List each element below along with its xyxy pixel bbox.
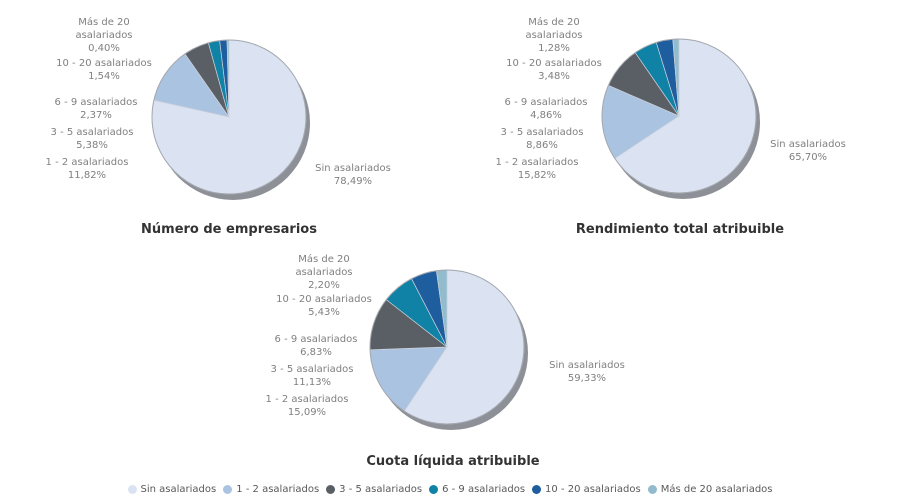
callout-mas-de-20-asalariados: Más de 20 asalariados 0,40% xyxy=(54,16,154,55)
callout-category-label: 10 - 20 asalariados xyxy=(506,58,602,69)
callout-percentage: 1,54% xyxy=(88,71,120,82)
pie-cuota-liquida-atribuible xyxy=(357,257,547,451)
callout-category-label: 1 - 2 asalariados xyxy=(45,157,129,168)
legend-label: 1 - 2 asalariados xyxy=(236,483,320,495)
callout-percentage: 65,70% xyxy=(788,152,828,163)
legend-item-sin-asalariados[interactable]: Sin asalariados xyxy=(127,483,217,495)
callout-category-label: 6 - 9 asalariados xyxy=(504,97,588,108)
callout-1-2-asalariados: 1 - 2 asalariados 11,82% xyxy=(37,156,137,182)
chart-rendimiento-total-atribuible: Rendimiento total atribuible Más de 20 a… xyxy=(450,0,900,250)
callout-6-9-asalariados: 6 - 9 asalariados 2,37% xyxy=(46,96,146,122)
callout-percentage: 2,37% xyxy=(80,110,112,121)
callout-category-label: Sin asalariados xyxy=(549,360,625,371)
callout-category-label: 3 - 5 asalariados xyxy=(500,127,584,138)
callout-category-label: 1 - 2 asalariados xyxy=(495,157,579,168)
callout-percentage: 2,20% xyxy=(308,280,340,291)
pie-rendimiento-total-atribuible xyxy=(589,26,779,220)
callout-sin-asalariados: Sin asalariados 65,70% xyxy=(743,138,873,164)
callout-percentage: 11,82% xyxy=(67,170,107,181)
pie-numero-de-empresarios xyxy=(139,27,329,221)
chart-title-numero-de-empresarios: Número de empresarios xyxy=(141,222,317,237)
callout-category-label: 3 - 5 asalariados xyxy=(270,364,354,375)
callout-percentage: 4,86% xyxy=(530,110,562,121)
legend-swatch-icon xyxy=(647,484,657,494)
callout-10-20-asalariados: 10 - 20 asalariados 3,48% xyxy=(504,57,604,83)
legend: Sin asalariados 1 - 2 asalariados 3 - 5 as… xyxy=(0,479,900,499)
callout-percentage: 5,38% xyxy=(76,140,108,151)
legend-swatch-icon xyxy=(223,484,233,494)
callout-3-5-asalariados: 3 - 5 asalariados 5,38% xyxy=(42,126,142,152)
callout-1-2-asalariados: 1 - 2 asalariados 15,82% xyxy=(487,156,587,182)
callout-category-label: 6 - 9 asalariados xyxy=(54,97,138,108)
callout-percentage: 15,82% xyxy=(517,170,557,181)
legend-label: Sin asalariados xyxy=(140,483,217,495)
callout-mas-de-20-asalariados: Más de 20 asalariados 1,28% xyxy=(504,16,604,55)
chart-cuota-liquida-atribuible: Cuota líquida atribuible Más de 20 asala… xyxy=(225,250,675,480)
chart-title-cuota-liquida-atribuible: Cuota líquida atribuible xyxy=(366,454,540,469)
callout-percentage: 15,09% xyxy=(287,407,327,418)
callout-percentage: 0,40% xyxy=(88,43,120,54)
callout-category-label: 10 - 20 asalariados xyxy=(276,294,372,305)
callout-percentage: 11,13% xyxy=(292,377,332,388)
legend-item-1-2-asalariados[interactable]: 1 - 2 asalariados xyxy=(223,484,319,495)
callout-percentage: 1,28% xyxy=(538,43,570,54)
callout-6-9-asalariados: 6 - 9 asalariados 4,86% xyxy=(496,96,596,122)
chart-numero-de-empresarios: Número de empresarios Más de 20 asalaria… xyxy=(0,0,450,250)
callout-percentage: 8,86% xyxy=(526,140,558,151)
callout-10-20-asalariados: 10 - 20 asalariados 5,43% xyxy=(274,293,374,319)
callout-category-label: 3 - 5 asalariados xyxy=(50,127,134,138)
callout-category-label: Más de 20 asalariados xyxy=(295,254,353,278)
callout-3-5-asalariados: 3 - 5 asalariados 11,13% xyxy=(262,363,362,389)
callout-category-label: Más de 20 asalariados xyxy=(525,17,583,41)
callout-category-label: Más de 20 asalariados xyxy=(75,17,133,41)
legend-swatch-icon xyxy=(127,484,137,494)
callout-3-5-asalariados: 3 - 5 asalariados 8,86% xyxy=(492,126,592,152)
callout-percentage: 59,33% xyxy=(567,373,607,384)
callout-percentage: 6,83% xyxy=(300,347,332,358)
callout-category-label: 6 - 9 asalariados xyxy=(274,334,358,345)
legend-item-10-20-asalariados[interactable]: 10 - 20 asalariados xyxy=(532,484,641,495)
legend-swatch-icon xyxy=(532,484,542,494)
pie-rim xyxy=(151,39,307,195)
callout-category-label: Sin asalariados xyxy=(315,163,391,174)
legend-item-3-5-asalariados[interactable]: 3 - 5 asalariados xyxy=(326,484,422,495)
callout-percentage: 5,43% xyxy=(308,307,340,318)
legend-swatch-icon xyxy=(326,484,336,494)
legend-label: 10 - 20 asalariados xyxy=(545,483,641,495)
callout-category-label: 10 - 20 asalariados xyxy=(56,58,152,69)
callout-sin-asalariados: Sin asalariados 78,49% xyxy=(288,162,418,188)
callout-mas-de-20-asalariados: Más de 20 asalariados 2,20% xyxy=(274,253,374,292)
callout-sin-asalariados: Sin asalariados 59,33% xyxy=(522,359,652,385)
callout-category-label: 1 - 2 asalariados xyxy=(265,394,349,405)
callout-category-label: Sin asalariados xyxy=(770,139,846,150)
callout-percentage: 78,49% xyxy=(333,176,373,187)
legend-item-mas-de-20-asalariados[interactable]: Más de 20 asalariados xyxy=(647,483,773,495)
legend-label: 6 - 9 asalariados xyxy=(442,483,526,495)
callout-1-2-asalariados: 1 - 2 asalariados 15,09% xyxy=(257,393,357,419)
callout-percentage: 3,48% xyxy=(538,71,570,82)
legend-swatch-icon xyxy=(429,484,439,494)
legend-label: Más de 20 asalariados xyxy=(660,483,773,495)
legend-label: 3 - 5 asalariados xyxy=(339,483,423,495)
chart-title-rendimiento-total-atribuible: Rendimiento total atribuible xyxy=(575,222,785,237)
callout-10-20-asalariados: 10 - 20 asalariados 1,54% xyxy=(54,57,154,83)
callout-6-9-asalariados: 6 - 9 asalariados 6,83% xyxy=(266,333,366,359)
legend-item-6-9-asalariados[interactable]: 6 - 9 asalariados xyxy=(429,484,525,495)
pie-rim xyxy=(601,38,757,194)
pie-rim xyxy=(369,269,525,425)
